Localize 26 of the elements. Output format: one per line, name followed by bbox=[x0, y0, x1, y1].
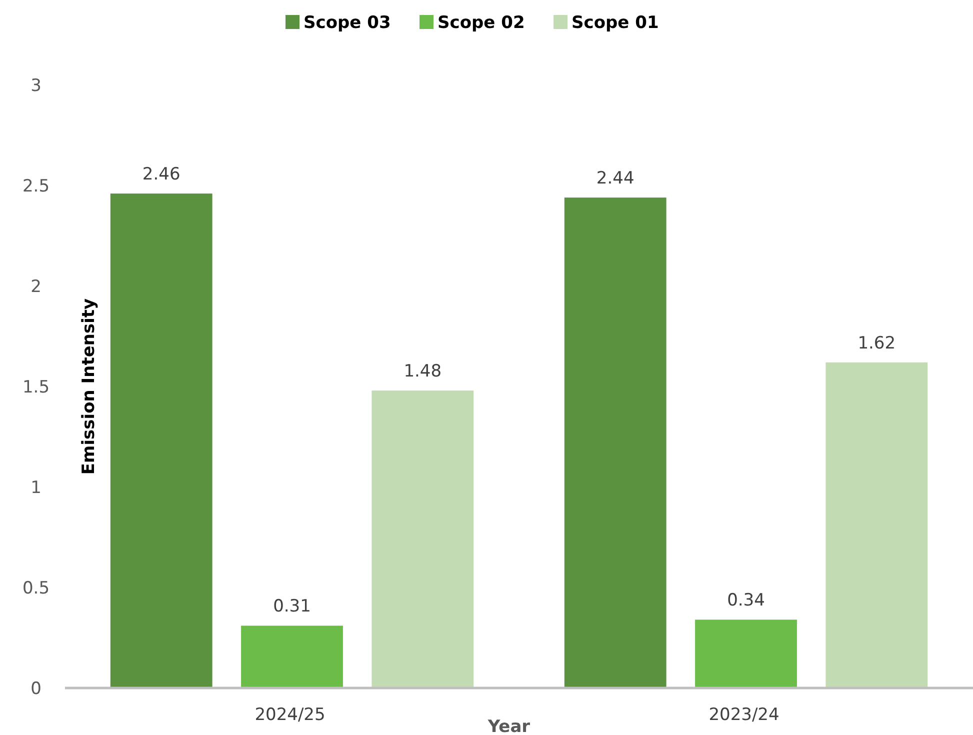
bar bbox=[695, 620, 797, 688]
y-tick-label: 3 bbox=[30, 76, 42, 96]
data-label: 0.34 bbox=[727, 590, 765, 611]
bar bbox=[564, 198, 666, 688]
x-axis-title: Year bbox=[486, 717, 531, 735]
data-label: 2.44 bbox=[596, 168, 634, 189]
legend-label: Scope 03 bbox=[304, 12, 391, 33]
data-label: 2.46 bbox=[142, 164, 180, 185]
y-tick-label: 2.5 bbox=[22, 176, 50, 196]
y-tick-label: 0 bbox=[30, 678, 42, 699]
bar bbox=[241, 626, 343, 688]
bar bbox=[110, 194, 212, 688]
data-label: 1.62 bbox=[858, 333, 896, 354]
legend-label: Scope 01 bbox=[572, 12, 659, 33]
bar bbox=[826, 362, 928, 688]
y-tick-label: 0.5 bbox=[22, 578, 50, 598]
x-tick-label: 2023/24 bbox=[708, 705, 780, 725]
x-tick-label: 2024/25 bbox=[254, 705, 326, 725]
y-axis-title: Emission Intensity bbox=[79, 298, 99, 475]
y-tick-label: 2 bbox=[30, 276, 42, 297]
y-tick-label: 1.5 bbox=[22, 377, 50, 398]
bar bbox=[372, 390, 474, 688]
legend-label: Scope 02 bbox=[438, 12, 525, 33]
data-label: 0.31 bbox=[273, 596, 311, 617]
y-tick-label: 1 bbox=[30, 478, 42, 498]
data-label: 1.48 bbox=[404, 362, 442, 382]
